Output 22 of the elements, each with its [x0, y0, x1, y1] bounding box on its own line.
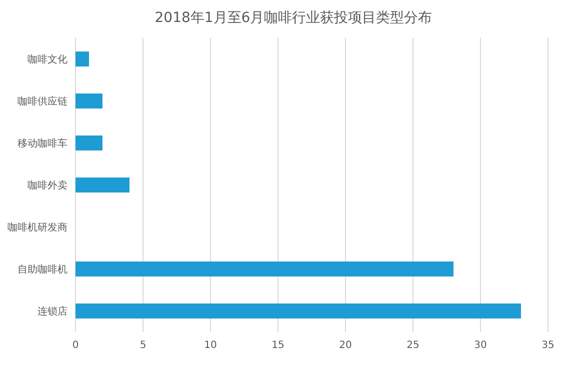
x-tick-label: 25	[406, 340, 420, 351]
y-tick-label: 连锁店	[38, 306, 68, 318]
y-tick-label: 移动咖啡车	[18, 138, 68, 150]
y-tick-label: 咖啡外卖	[28, 180, 68, 192]
y-tick-label: 咖啡供应链	[18, 96, 68, 108]
x-tick-label: 5	[140, 340, 146, 351]
x-tick-label: 20	[339, 340, 352, 351]
bar	[76, 262, 454, 276]
bar	[76, 178, 130, 192]
x-tick-label: 35	[542, 340, 554, 351]
y-tick-label: 自助咖啡机	[18, 264, 68, 276]
bar	[76, 52, 89, 66]
x-tick-label: 15	[272, 340, 284, 351]
x-tick-label: 30	[474, 340, 487, 351]
y-tick-label: 咖啡文化	[28, 54, 68, 66]
x-tick-label: 10	[204, 340, 217, 351]
bar	[76, 136, 102, 150]
x-tick-label: 0	[72, 340, 79, 351]
bar	[76, 304, 521, 318]
y-tick-label: 咖啡机研发商	[8, 222, 68, 234]
bar	[76, 94, 102, 108]
chart-title: 2018年1月至6月咖啡行业获投项目类型分布	[154, 10, 432, 26]
